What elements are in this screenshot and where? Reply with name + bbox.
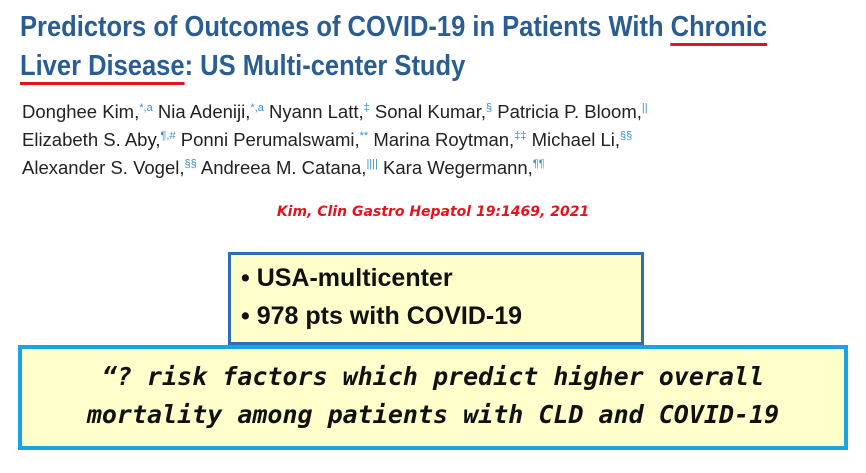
bullet-item: • USA-multicenter (241, 264, 453, 292)
author: Alexander S. Vogel, (22, 157, 185, 178)
affiliation-marker: ‡‡ (514, 129, 527, 142)
author: Nyann Latt, (269, 101, 364, 122)
title-text-end: : US Multi-center Study (184, 50, 466, 82)
author-line: Alexander S. Vogel,§§ Andreea M. Catana,… (22, 154, 862, 182)
title-line: Predictors of Outcomes of COVID-19 in Pa… (20, 8, 768, 47)
bullet-item: • 978 pts with COVID-19 (241, 302, 523, 330)
affiliation-marker: ¶,# (160, 129, 176, 142)
study-summary-box: • USA-multicenter • 978 pts with COVID-1… (228, 252, 644, 345)
author: Kara Wegermann, (383, 157, 533, 178)
affiliation-marker: §§ (620, 129, 633, 142)
affiliation-marker: |||| (366, 157, 378, 170)
author: Sonal Kumar, (374, 101, 486, 122)
affiliation-marker: ¶¶ (532, 157, 545, 170)
research-question-box: “? risk factors which predict higher ove… (18, 345, 848, 450)
affiliation-marker: ** (359, 129, 369, 142)
affiliation-marker: *,a (139, 101, 153, 114)
title-text: Predictors of Outcomes of COVID-19 in Pa… (20, 11, 671, 43)
author: Michael Li, (531, 129, 621, 150)
author-line: Elizabeth S. Aby,¶,# Ponni Perumalswami,… (22, 126, 862, 154)
question-line: “? risk factors which predict higher ove… (101, 362, 765, 391)
affiliation-marker: ‡ (363, 101, 370, 114)
author: Patricia P. Bloom, (497, 101, 642, 122)
question-text: “? risk factors which predict higher ove… (22, 349, 844, 434)
underlined-chronic: Chronic (670, 11, 768, 46)
question-line: mortality among patients with CLD and CO… (86, 400, 780, 429)
affiliation-marker: §§ (184, 157, 197, 170)
author: Ponni Perumalswami, (180, 129, 360, 150)
author: Donghee Kim, (22, 101, 140, 122)
author-list: Donghee Kim,*,a Nia Adeniji,*,a Nyann La… (22, 98, 862, 182)
affiliation-marker: *,a (250, 101, 264, 114)
author-line: Donghee Kim,*,a Nia Adeniji,*,a Nyann La… (22, 98, 862, 126)
author: Marina Roytman, (373, 129, 515, 150)
author: Elizabeth S. Aby, (22, 129, 161, 150)
affiliation-marker: § (485, 101, 493, 114)
title-line: Liver Disease: US Multi-center Study (20, 47, 767, 86)
author: Andreea M. Catana, (200, 157, 367, 178)
article-title: Predictors of Outcomes of COVID-19 in Pa… (20, 8, 768, 86)
author: Nia Adeniji, (157, 101, 251, 122)
affiliation-marker: || (641, 101, 648, 114)
citation: Kim, Clin Gastro Hepatol 19:1469, 2021 (276, 204, 590, 220)
underlined-liver-disease: Liver Disease (20, 50, 185, 85)
